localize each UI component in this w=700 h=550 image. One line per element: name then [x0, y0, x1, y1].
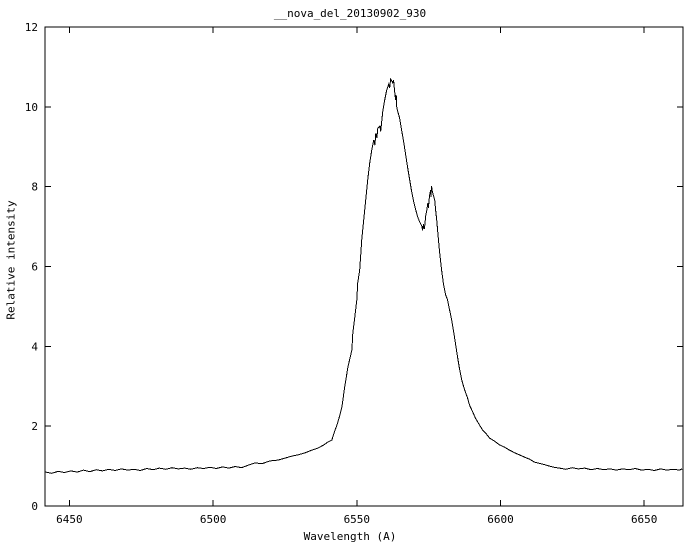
x-axis-label: Wavelength (A): [303, 530, 397, 543]
y-tick-label: 0: [31, 500, 38, 513]
plot-border: [44, 26, 684, 507]
x-tick-label: 6600: [487, 513, 514, 526]
chart-title: __nova_del_20130902_930: [273, 7, 427, 20]
spectrum-line: [45, 77, 683, 474]
y-tick-label: 10: [25, 101, 38, 114]
x-tick-label: 6500: [200, 513, 227, 526]
x-tick-label: 6450: [56, 513, 83, 526]
y-tick-label: 6: [31, 261, 38, 274]
y-tick-label: 4: [31, 340, 38, 353]
x-tick-label: 6550: [344, 513, 371, 526]
x-tick-label: 6650: [631, 513, 658, 526]
y-tick-label: 8: [31, 181, 38, 194]
y-tick-label: 2: [31, 420, 38, 433]
y-tick-label: 12: [25, 21, 38, 34]
